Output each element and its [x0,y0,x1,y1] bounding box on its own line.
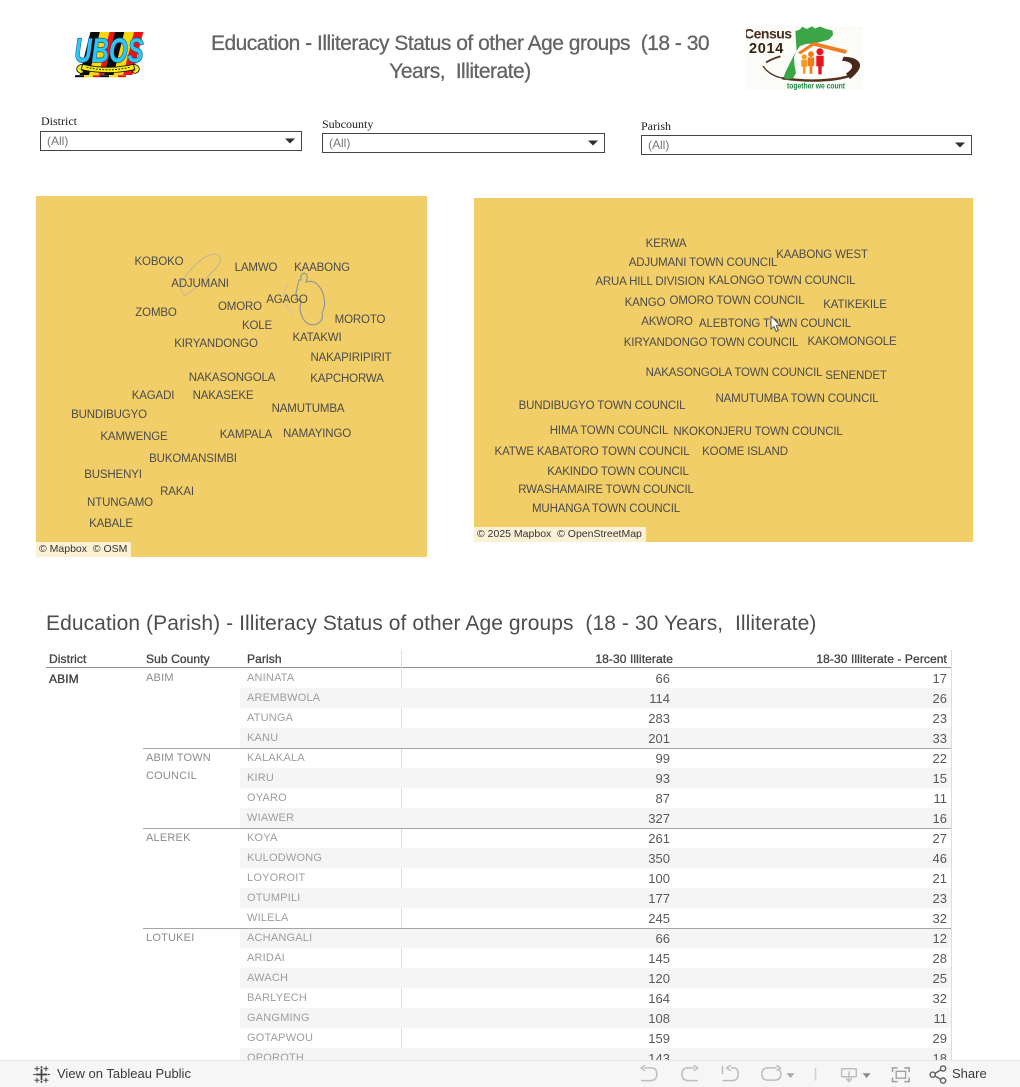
svg-text:UBOS: UBOS [75,32,144,70]
svg-text:2014: 2014 [749,41,784,57]
svg-text:together we count: together we count [787,82,845,91]
svg-text:Census: Census [746,26,792,42]
